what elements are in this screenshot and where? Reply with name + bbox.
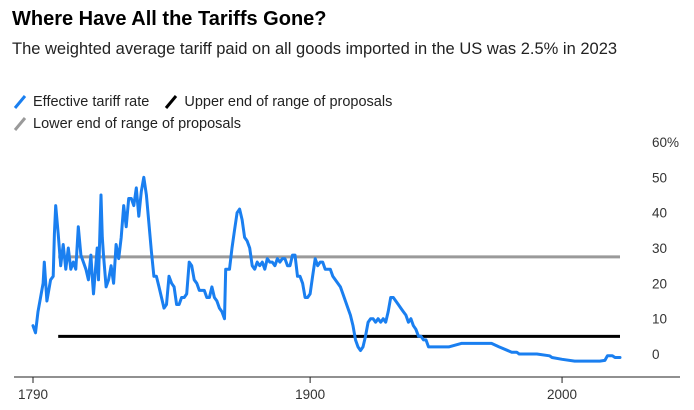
legend-second-row: Lower end of range of proposals [12,116,251,136]
reference-lines [58,255,620,338]
chart-subtitle: The weighted average tariff paid on all … [12,40,618,58]
legend-swatch-effective-rate [13,95,27,109]
legend-item-effective-rate: Effective tariff rate [12,94,149,110]
legend: Effective tariff rate Upper end of range… [12,94,402,114]
x-tick-label: 1790 [18,387,48,402]
x-axis: 1790 1900 2000 [18,377,577,402]
legend-swatch-lower-proposal [13,117,27,131]
y-tick-label: 0 [652,347,660,362]
series-line-effective-tariff-rate [31,175,622,363]
x-tick-label: 2000 [547,387,577,402]
chart-title: Where Have All the Tariffs Gone? [12,8,327,30]
y-tick-label: 50 [652,170,667,185]
legend-swatch-upper-proposal [165,95,178,109]
legend-item-upper-proposal: Upper end of range of proposals [163,94,392,110]
legend-item-lower-proposal: Lower end of range of proposals [12,116,241,132]
y-tick-label: 10 [652,312,667,327]
legend-label-lower-proposal: Lower end of range of proposals [33,116,241,132]
legend-label-effective-rate: Effective tariff rate [33,94,150,110]
legend-label-upper-proposal: Upper end of range of proposals [184,94,393,110]
x-tick-label: 1900 [295,387,325,402]
y-tick-label: 60% [652,135,679,150]
y-tick-label: 40 [652,206,667,221]
y-tick-label: 30 [652,241,667,256]
series-layer [31,175,622,363]
y-tick-label: 20 [652,276,667,291]
y-axis: 0 10 20 30 40 50 60% [652,135,679,362]
